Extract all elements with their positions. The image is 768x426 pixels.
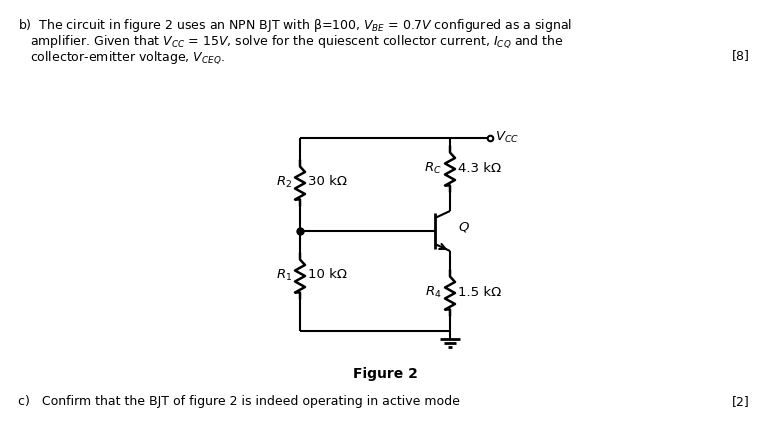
Text: collector-emitter voltage, $V_{CEQ}$.: collector-emitter voltage, $V_{CEQ}$. (30, 49, 225, 66)
Text: amplifier. Given that $V_{CC}$ = 15$V$, solve for the quiescent collector curren: amplifier. Given that $V_{CC}$ = 15$V$, … (30, 33, 564, 49)
Text: b)  The circuit in figure 2 uses an NPN BJT with β=100, $V_{BE}$ = 0.7$V$ config: b) The circuit in figure 2 uses an NPN B… (18, 17, 572, 34)
Text: c)   Confirm that the BJT of figure 2 is indeed operating in active mode: c) Confirm that the BJT of figure 2 is i… (18, 394, 460, 407)
Text: 10 kΩ: 10 kΩ (308, 268, 347, 281)
Text: $R_4$: $R_4$ (425, 284, 442, 299)
Text: Q: Q (458, 220, 468, 233)
Text: $V_{CC}$: $V_{CC}$ (495, 129, 519, 144)
Text: 4.3 kΩ: 4.3 kΩ (458, 161, 502, 174)
Text: Figure 2: Figure 2 (353, 366, 418, 380)
Text: 1.5 kΩ: 1.5 kΩ (458, 285, 502, 298)
Text: [2]: [2] (732, 394, 750, 407)
Text: [8]: [8] (732, 49, 750, 62)
Text: 30 kΩ: 30 kΩ (308, 175, 347, 188)
Text: $R_1$: $R_1$ (276, 267, 292, 282)
Text: $R_2$: $R_2$ (276, 174, 292, 189)
Text: $R_C$: $R_C$ (425, 160, 442, 175)
